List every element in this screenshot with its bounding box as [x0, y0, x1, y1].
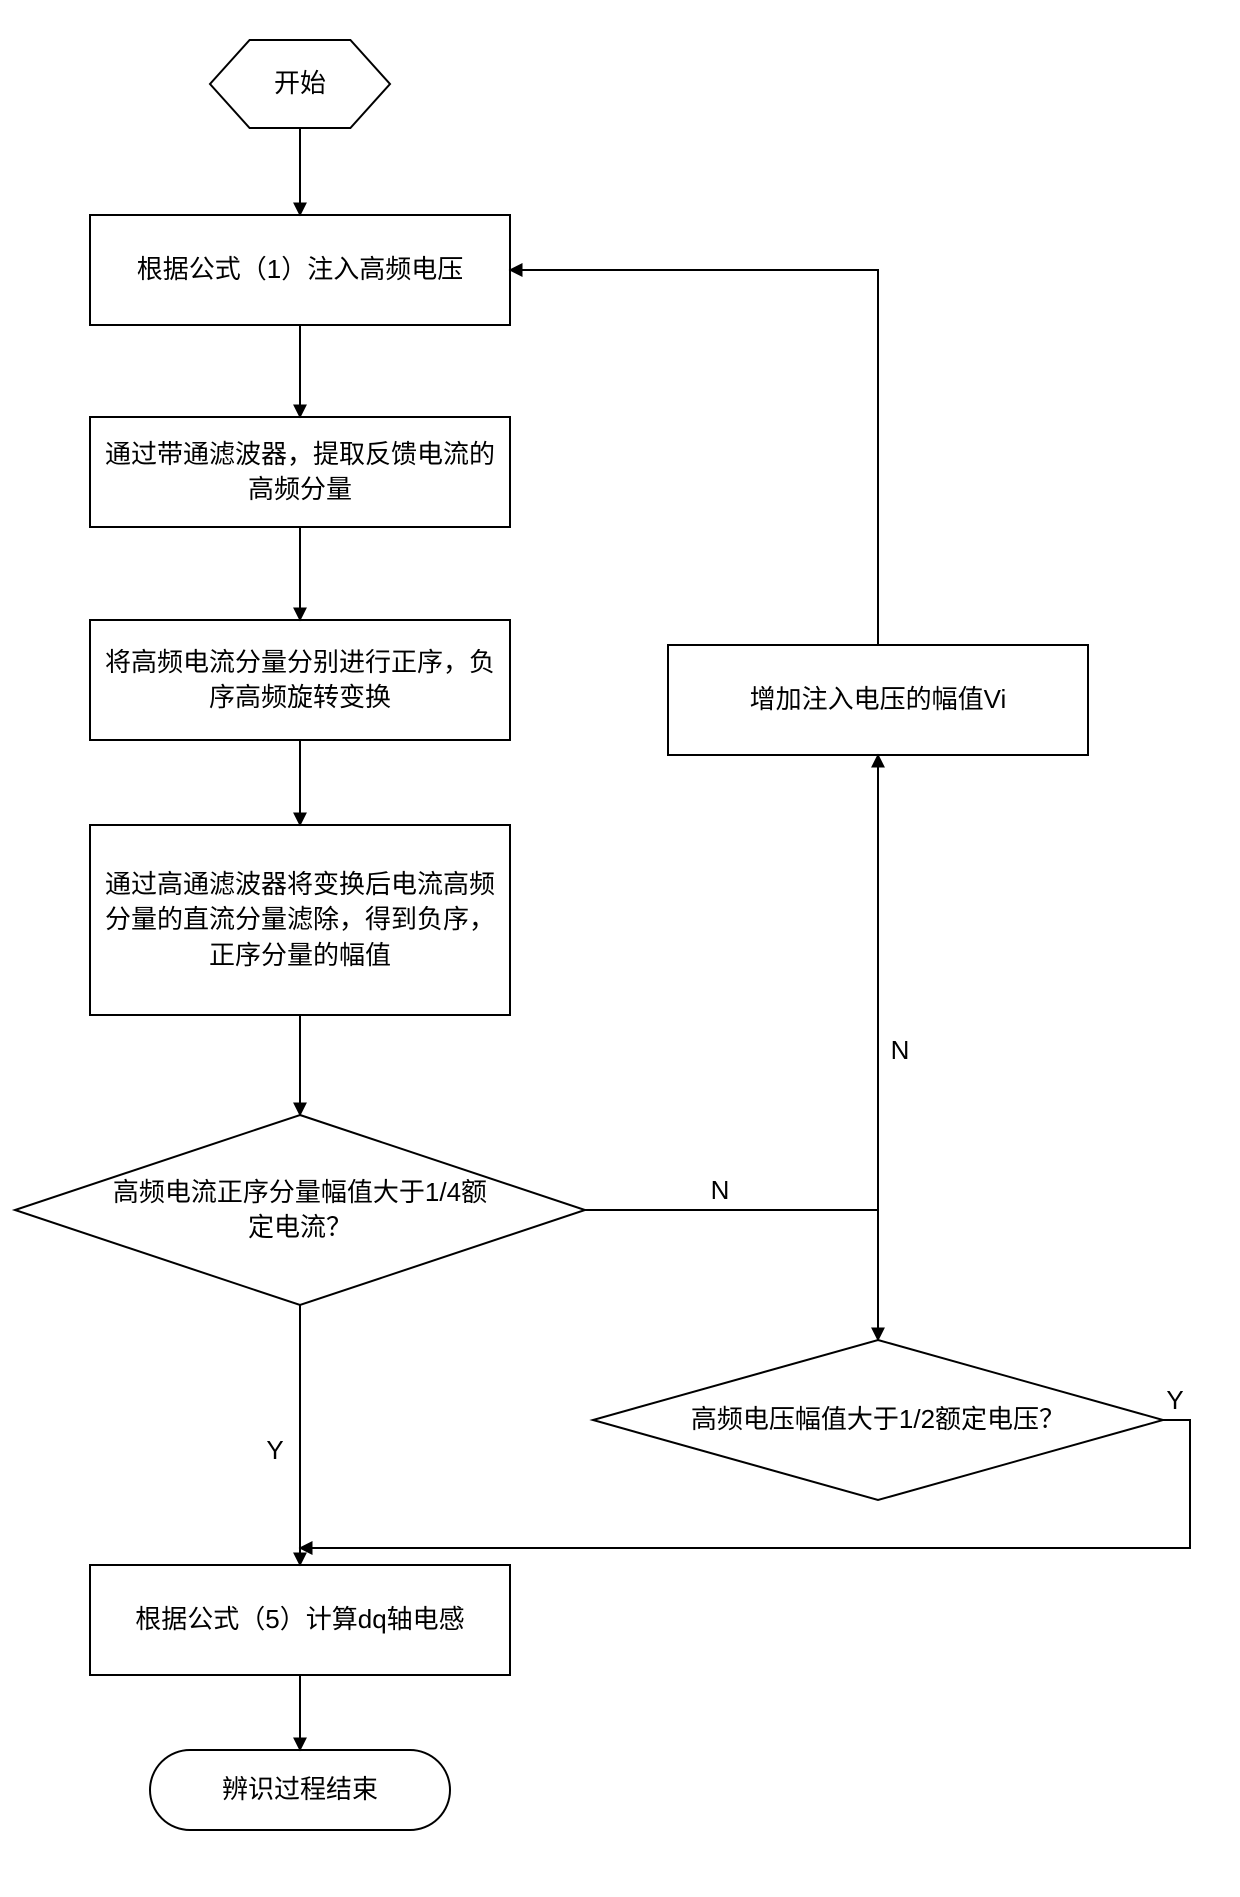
flowchart-svg [0, 0, 1240, 1897]
flowchart-canvas: 开始根据公式（1）注入高频电压通过带通滤波器，提取反馈电流的高频分量将高频电流分… [0, 0, 1240, 1897]
